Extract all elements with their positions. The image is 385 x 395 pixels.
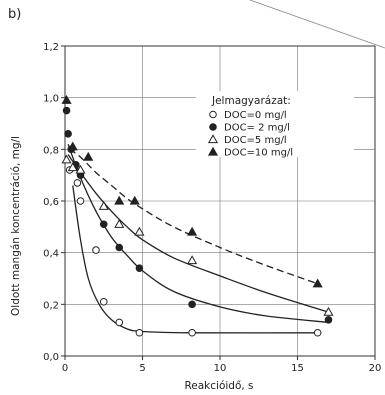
data-point-series-2 xyxy=(114,219,125,228)
legend-label-3: DOC=10 mg/l xyxy=(224,148,293,159)
data-point-series-3 xyxy=(312,278,323,288)
data-point-series-2 xyxy=(67,162,78,172)
data-point-series-3 xyxy=(114,195,125,205)
data-point-series-2 xyxy=(134,226,145,236)
legend-marker-0 xyxy=(209,110,217,119)
x-tick-label: 15 xyxy=(291,363,304,374)
data-point-series-0 xyxy=(73,179,82,187)
series-curve-0 xyxy=(72,185,318,334)
data-point-series-0 xyxy=(76,197,85,205)
page-edge-line xyxy=(249,0,385,49)
data-point-series-3 xyxy=(187,226,198,236)
data-point-series-0 xyxy=(99,297,108,306)
data-point-series-1 xyxy=(135,264,144,272)
legend-box xyxy=(196,91,354,157)
data-points xyxy=(61,95,334,337)
legend-label-0: DOC=0 mg/l xyxy=(224,110,287,121)
data-point-series-3 xyxy=(61,95,72,104)
data-point-series-1 xyxy=(324,316,333,324)
legend-label-2: DOC=5 mg/l xyxy=(224,135,287,146)
x-tick-label: 5 xyxy=(139,363,145,374)
y-tick-label: 0,2 xyxy=(43,300,59,311)
data-point-series-0 xyxy=(313,328,322,337)
x-tick-label: 10 xyxy=(214,363,227,374)
y-tick-label: 1,2 xyxy=(43,42,59,53)
data-point-series-0 xyxy=(188,328,196,337)
data-point-series-0 xyxy=(135,328,144,337)
data-point-series-1 xyxy=(62,106,71,115)
data-point-series-3 xyxy=(83,151,94,161)
data-point-series-2 xyxy=(61,154,72,164)
data-point-series-2 xyxy=(323,306,334,316)
y-ticks: 0,0 0,2 0,4 0,6 0,8 1,0 1,2 xyxy=(43,42,65,363)
legend-label-1: DOC= 2 mg/l xyxy=(224,123,290,134)
plot-frame xyxy=(64,45,376,357)
data-point-series-0 xyxy=(115,318,124,327)
data-point-series-3 xyxy=(67,141,78,151)
data-point-series-2 xyxy=(187,255,198,265)
series-curve-2 xyxy=(67,154,329,313)
data-point-series-1 xyxy=(115,243,124,252)
series-curve-1 xyxy=(67,143,329,324)
data-point-series-3 xyxy=(129,195,140,205)
y-tick-label: 0,0 xyxy=(43,352,59,363)
data-point-series-2 xyxy=(75,164,86,174)
legend-marker-3 xyxy=(207,146,219,156)
data-point-series-0 xyxy=(92,246,100,254)
data-point-series-1 xyxy=(99,220,108,229)
legend-title: Jelmagyarázat: xyxy=(211,95,291,107)
data-point-series-1 xyxy=(64,130,72,138)
x-tick-label: 20 xyxy=(369,363,382,374)
x-axis-title: Reakcióidő, s xyxy=(184,380,253,392)
x-tick-label: 0 xyxy=(62,363,68,374)
y-tick-label: 0,4 xyxy=(43,249,59,260)
panel-label: b) xyxy=(8,7,21,22)
legend-marker-2 xyxy=(207,134,219,144)
x-ticks: 0 5 10 15 20 xyxy=(62,356,382,374)
y-axis-title: Oldott mangán koncentráció, mg/l xyxy=(10,136,22,316)
y-tick-label: 0,6 xyxy=(43,197,59,208)
y-tick-label: 0,8 xyxy=(43,145,59,156)
data-point-series-2 xyxy=(98,200,109,210)
legend-marker-1 xyxy=(209,123,217,131)
y-tick-label: 1,0 xyxy=(43,94,59,105)
data-point-series-1 xyxy=(188,300,196,309)
